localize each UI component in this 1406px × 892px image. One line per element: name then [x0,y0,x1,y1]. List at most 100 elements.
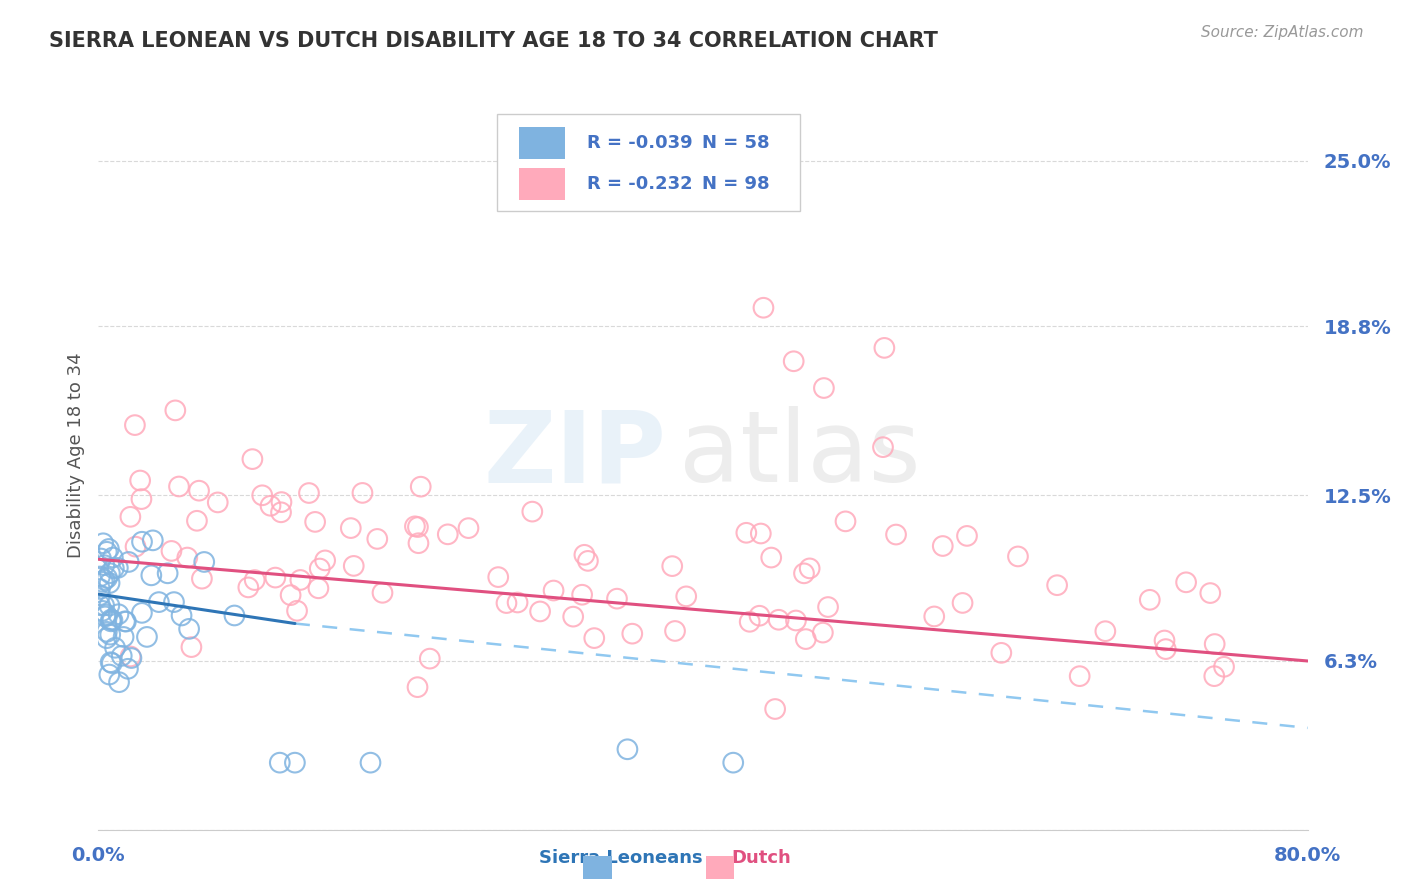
Point [170,608,193,623]
Point [543,583,565,598]
Point [176,550,198,565]
Point [89,569,111,583]
Text: R = -0.039: R = -0.039 [586,134,693,153]
Point [269,756,291,770]
Point [1153,633,1175,648]
Text: R = -0.232: R = -0.232 [586,175,693,194]
Point [723,756,745,770]
Point [94,609,117,624]
Point [583,631,606,645]
Point [207,495,229,509]
Point [340,521,363,535]
Point [280,588,302,602]
Point [191,572,214,586]
Text: N = 58: N = 58 [702,134,769,153]
Point [93,558,115,573]
Point [101,613,124,627]
Point [165,403,187,417]
Point [136,630,159,644]
Point [793,566,815,581]
Point [148,595,170,609]
Text: Sierra Leoneans: Sierra Leoneans [540,849,703,867]
Point [872,440,894,454]
Point [783,354,806,368]
Point [104,640,127,655]
Point [457,521,479,535]
Point [89,588,111,602]
Point [224,608,246,623]
Point [103,561,125,575]
Point [409,480,432,494]
Point [160,544,183,558]
Point [922,609,945,624]
Point [990,646,1012,660]
Point [419,651,441,665]
Text: N = 98: N = 98 [702,175,769,194]
Point [749,526,772,541]
Point [308,561,330,575]
Point [1007,549,1029,564]
Point [238,581,260,595]
Point [124,418,146,433]
Point [371,586,394,600]
Point [285,604,308,618]
Point [163,595,186,609]
Point [571,588,593,602]
Point [735,525,758,540]
Point [101,550,124,565]
Point [120,649,142,664]
Point [242,452,264,467]
Point [112,630,135,644]
Point [188,483,211,498]
Point [100,655,122,669]
Point [817,600,839,615]
Point [811,625,834,640]
Point [193,555,215,569]
Point [406,680,429,694]
Point [495,596,517,610]
Point [343,558,366,573]
Point [1204,669,1226,683]
Point [1175,575,1198,590]
Point [98,667,121,681]
Point [752,301,775,315]
Point [1154,642,1177,657]
Point [141,568,163,582]
Point [98,566,121,581]
Point [304,515,326,529]
Point [167,479,190,493]
Point [1069,669,1091,683]
Point [129,474,152,488]
Point [1094,624,1116,639]
Point [270,495,292,509]
Point [117,662,139,676]
Point [307,582,329,596]
Point [96,571,118,585]
Point [621,626,644,640]
Point [131,606,153,620]
Point [562,609,585,624]
Point [661,559,683,574]
Point [834,514,856,528]
Point [785,614,807,628]
Point [97,541,120,556]
Point [180,640,202,654]
Point [366,532,388,546]
Point [768,613,790,627]
Point [107,561,129,575]
Point [90,551,112,566]
Point [486,570,509,584]
Point [884,527,907,541]
Point [529,604,551,618]
Point [96,624,118,639]
Point [114,615,136,629]
Point [131,492,153,507]
Point [763,702,786,716]
Point [574,548,596,562]
Point [107,607,129,622]
Point [616,742,638,756]
Point [98,627,121,641]
Y-axis label: Disability Age 18 to 34: Disability Age 18 to 34 [66,352,84,558]
Point [284,756,307,770]
Point [506,595,529,609]
